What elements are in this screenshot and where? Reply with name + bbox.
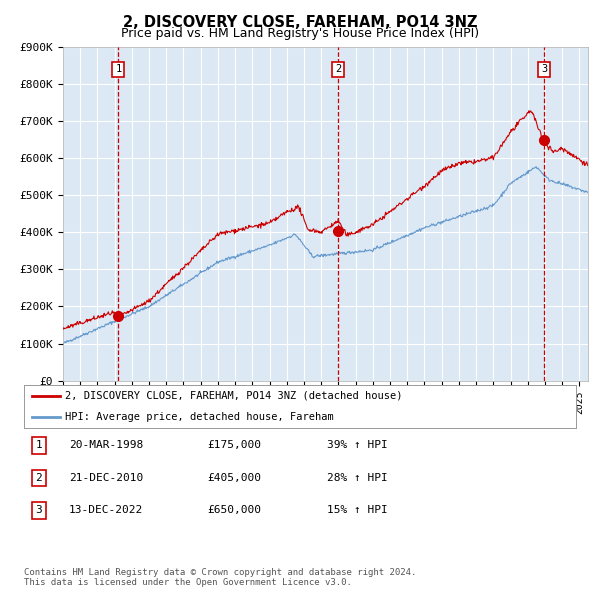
Text: HPI: Average price, detached house, Fareham: HPI: Average price, detached house, Fare… <box>65 412 334 422</box>
Text: 3: 3 <box>541 64 547 74</box>
Text: 1: 1 <box>35 441 43 450</box>
Text: Price paid vs. HM Land Registry's House Price Index (HPI): Price paid vs. HM Land Registry's House … <box>121 27 479 40</box>
Text: 2, DISCOVERY CLOSE, FAREHAM, PO14 3NZ: 2, DISCOVERY CLOSE, FAREHAM, PO14 3NZ <box>123 15 477 30</box>
Text: Contains HM Land Registry data © Crown copyright and database right 2024.
This d: Contains HM Land Registry data © Crown c… <box>24 568 416 587</box>
Text: 2, DISCOVERY CLOSE, FAREHAM, PO14 3NZ (detached house): 2, DISCOVERY CLOSE, FAREHAM, PO14 3NZ (d… <box>65 391 403 401</box>
Text: 13-DEC-2022: 13-DEC-2022 <box>69 506 143 515</box>
Text: 20-MAR-1998: 20-MAR-1998 <box>69 441 143 450</box>
Text: 39% ↑ HPI: 39% ↑ HPI <box>327 441 388 450</box>
Text: 28% ↑ HPI: 28% ↑ HPI <box>327 473 388 483</box>
Text: 21-DEC-2010: 21-DEC-2010 <box>69 473 143 483</box>
Text: £175,000: £175,000 <box>207 441 261 450</box>
Text: 2: 2 <box>335 64 341 74</box>
Text: £650,000: £650,000 <box>207 506 261 515</box>
Text: 1: 1 <box>115 64 122 74</box>
Text: 15% ↑ HPI: 15% ↑ HPI <box>327 506 388 515</box>
Text: 3: 3 <box>35 506 43 515</box>
Text: £405,000: £405,000 <box>207 473 261 483</box>
Text: 2: 2 <box>35 473 43 483</box>
